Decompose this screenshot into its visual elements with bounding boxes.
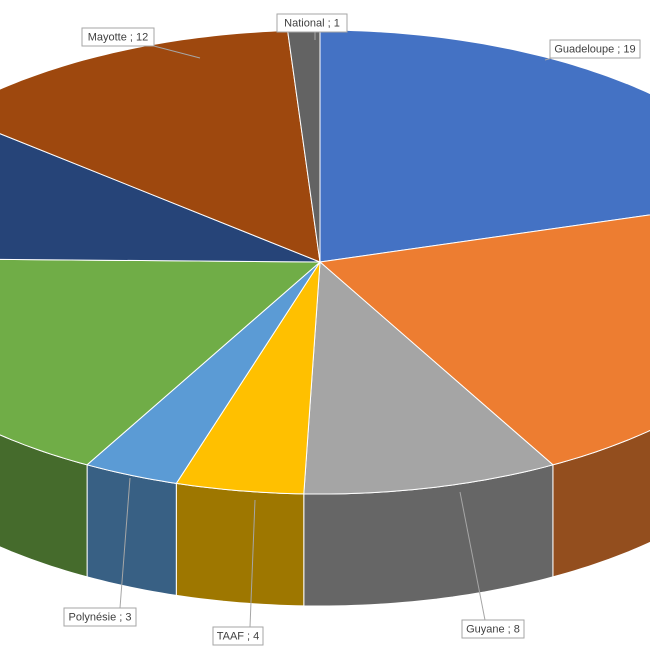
leader-line (119, 477, 131, 609)
data-label: Polynésie ; 3 (69, 611, 132, 623)
leader-line (249, 499, 256, 628)
slice-side (86, 464, 177, 596)
slice-side (175, 482, 305, 607)
slice (0, 258, 322, 466)
label-box (549, 39, 641, 59)
slice (318, 214, 650, 466)
data-label: Mayotte ; 12 (88, 31, 149, 43)
leader-line (149, 44, 201, 59)
slice: TAAF (175, 260, 321, 495)
slice: Guyane (303, 260, 554, 495)
data-label: TAAF ; 4 (217, 630, 260, 642)
label-box (81, 27, 155, 47)
data-label: Guyane ; 8 (466, 623, 520, 635)
slice: Guadeloupe (319, 29, 650, 263)
label-box (63, 607, 137, 627)
label-box (461, 619, 525, 639)
label-box (212, 626, 264, 646)
leader-line (459, 491, 486, 621)
data-label: National ; 1 (284, 17, 340, 29)
label-box (276, 13, 348, 33)
slice: Mayotte (0, 29, 321, 263)
slice: Polynésie (86, 261, 321, 484)
data-label: Guadeloupe ; 19 (554, 43, 635, 55)
slice-side (0, 434, 88, 578)
